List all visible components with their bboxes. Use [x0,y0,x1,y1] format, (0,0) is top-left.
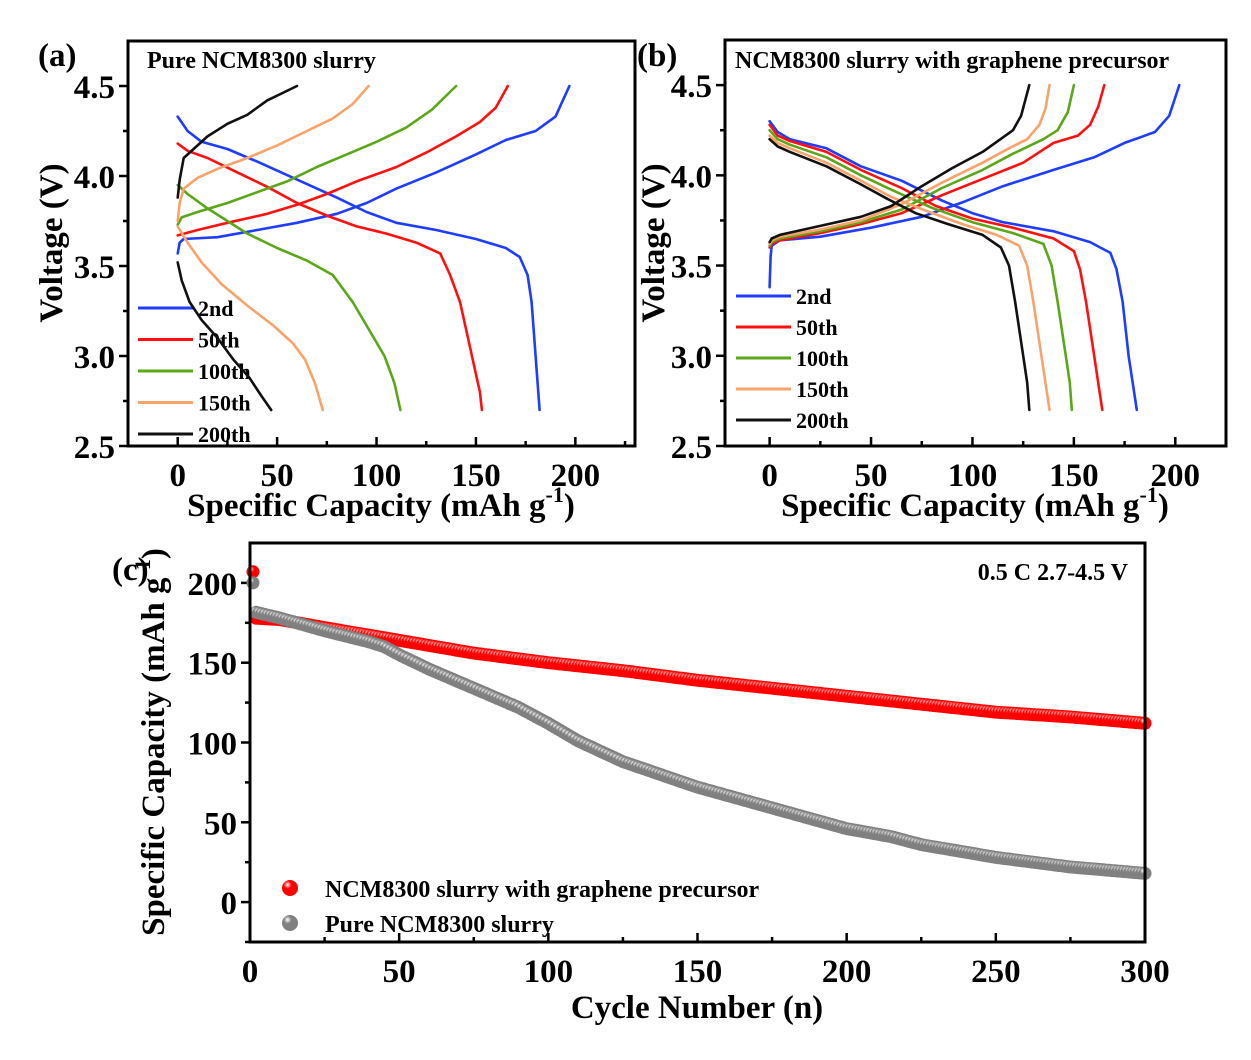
panel-c-y-axis-label: Specific Capacity (mAh g-1) [130,548,172,936]
y-tick-label: 3.5 [671,250,712,286]
series-200th-discharge-curve [768,137,1031,412]
legend-label-100th: 100th [198,359,251,384]
legend-label-graphene: NCM8300 slurry with graphene precursor [325,877,760,903]
legend-marker-pure [282,915,298,931]
x-tick-label: 150 [451,458,501,494]
series-150th-discharge-curve [176,225,325,412]
series-150th-discharge-curve [768,134,1051,412]
panel-b-frame [723,38,1228,448]
x-tick-label: 200 [551,458,601,494]
x-tick-label: 50 [383,954,416,990]
panel-c-cycling-performance: (c) 0.5 C 2.7-4.5 V 0 50 100 150 200 250 300 0 5… [112,541,1170,1026]
series-2nd-discharge-curve [176,115,541,412]
legend-label-2nd: 2nd [198,296,233,321]
y-tick-label: 3.5 [74,250,115,286]
panel-a-voltage-profile-pure: (a) Pure NCM8300 slurry 0 50 100 150 200 2.5 3… [34,38,637,524]
series-50th-charge-curve [176,84,510,237]
panel-c-x-axis-label: Cycle Number (n) [571,990,823,1026]
series-150th-charge-curve [176,84,370,223]
legend-label-200th: 200th [198,422,251,447]
panel-c-label: (c) [112,552,149,588]
y-tick-label: 200 [188,567,238,603]
x-tick-label: 50 [261,458,294,494]
legend-label-150th: 150th [796,377,849,402]
legend-label-50th: 50th [796,315,838,340]
panel-c-annotation: 0.5 C 2.7-4.5 V [978,560,1129,586]
legend-label-2nd: 2nd [796,284,831,309]
y-tick-label: 100 [188,727,238,763]
x-tick-label: 0 [242,954,259,990]
series-2nd-charge-curve [768,83,1181,289]
y-tick-label: 4.5 [671,69,712,105]
series-100th-charge-curve [176,84,458,226]
series-100th-discharge-curve [176,183,402,412]
y-tick-label: 50 [204,806,237,842]
series-200th-charge-curve [768,83,1031,244]
legend-label-200th: 200th [796,408,849,433]
panel-a-label: (a) [38,38,76,74]
panel-a-y-axis-label: Voltage (V) [34,163,70,322]
series-2nd-charge-curve [176,84,571,255]
panel-c-frame [248,541,1147,944]
x-tick-label: 100 [524,954,574,990]
panel-b-y-axis-label: Voltage (V) [636,163,672,322]
x-tick-label: 200 [1151,458,1201,494]
series-100th-charge-curve [768,83,1076,247]
x-tick-label: 50 [855,458,888,494]
panel-a-frame [126,39,637,448]
y-tick-label: 4.0 [74,160,115,196]
panel-b-label: (b) [637,38,677,74]
legend-label-150th: 150th [198,391,251,416]
x-tick-label: 200 [822,954,872,990]
series-200th-charge-curve [176,84,299,199]
y-tick-label: 4.0 [671,159,712,195]
x-tick-label: 0 [169,458,186,494]
x-tick-label: 300 [1120,954,1170,990]
panel-a-x-axis-label: Specific Capacity (mAh g-1) [187,482,575,524]
x-tick-label: 0 [761,458,778,494]
series-100th-discharge-curve [768,128,1074,412]
panel-a-title: Pure NCM8300 slurry [147,48,376,74]
data-point [246,565,260,579]
y-tick-label: 150 [188,647,238,683]
y-tick-label: 2.5 [671,430,712,466]
x-tick-label: 250 [971,954,1021,990]
data-point [246,576,260,590]
series-2nd-discharge-curve [768,119,1139,412]
series-150th-charge-curve [768,83,1051,246]
y-tick-label: 0 [221,886,238,922]
legend-label-pure: Pure NCM8300 slurry [325,912,554,938]
legend-marker-graphene [282,880,298,896]
series-50th-discharge-curve [768,123,1104,412]
x-tick-label: 150 [673,954,723,990]
y-tick-label: 2.5 [74,430,115,466]
panel-b-title: NCM8300 slurry with graphene precursor [735,48,1170,74]
y-tick-label: 3.0 [671,340,712,376]
series-200th-discharge-curve [176,261,273,412]
series-50th-charge-curve [768,83,1106,249]
panel-b-voltage-profile-graphene: (b) NCM8300 slurry with graphene precurs… [636,38,1228,524]
y-tick-label: 3.0 [74,340,115,376]
series-50th-discharge-curve [176,142,484,412]
panel-b-x-axis-label: Specific Capacity (mAh g-1) [781,482,1169,524]
y-tick-label: 4.5 [74,70,115,106]
x-tick-label: 150 [1049,458,1099,494]
legend-label-100th: 100th [796,346,849,371]
x-tick-label: 100 [352,458,402,494]
series-pure-markers [246,576,1152,880]
x-tick-label: 100 [948,458,998,494]
